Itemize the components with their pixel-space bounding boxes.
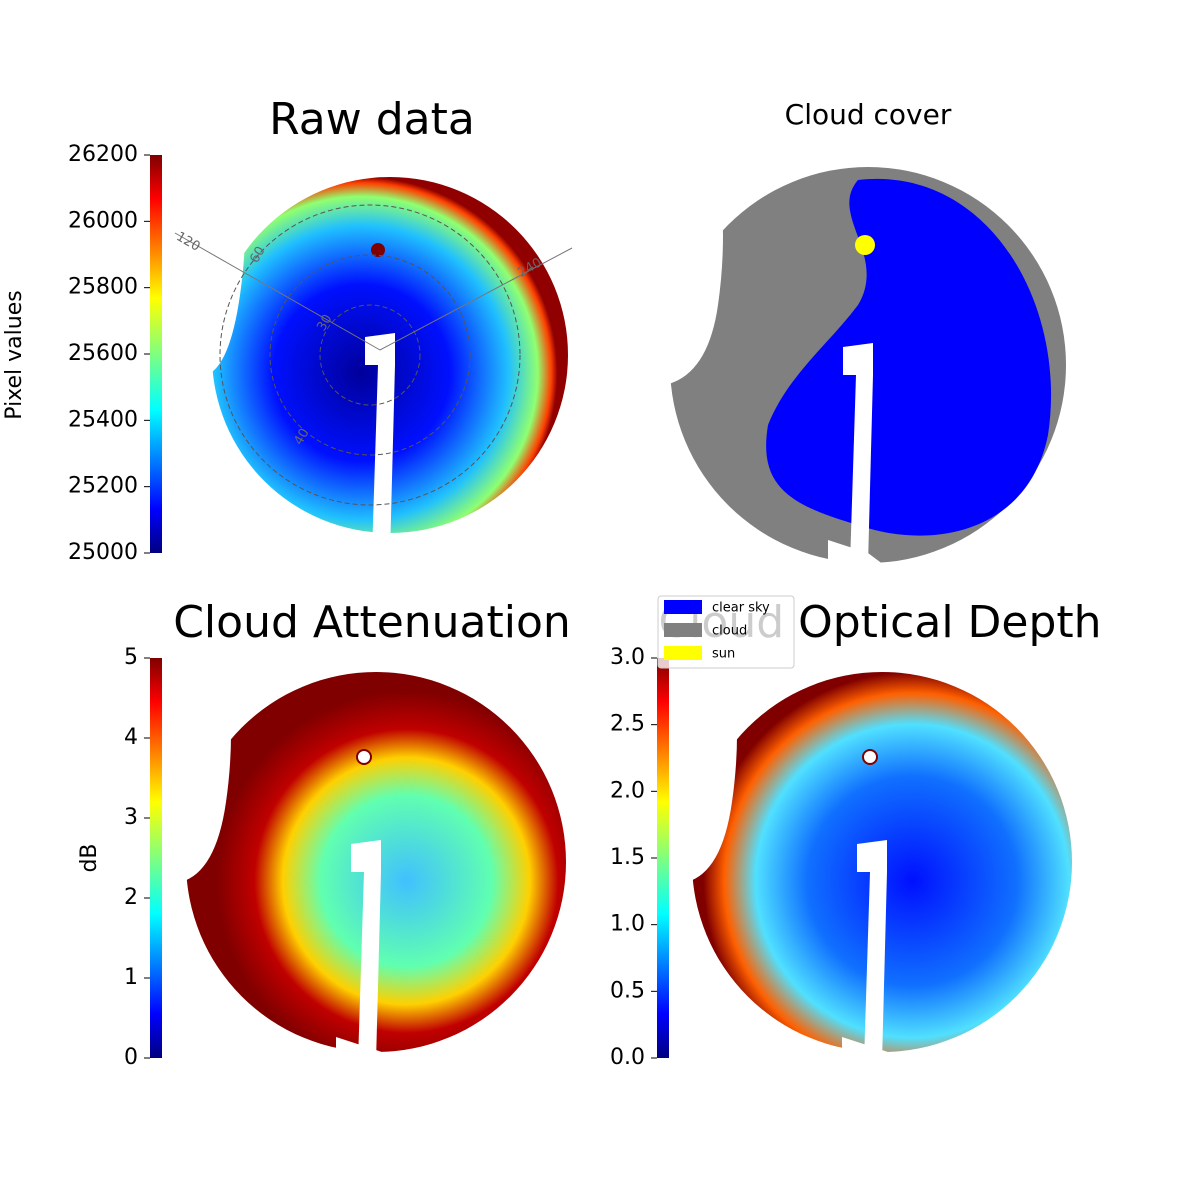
legend-label: clear sky	[712, 601, 770, 616]
sky-image	[665, 167, 1066, 568]
colorbar-tick-label: 1	[124, 965, 138, 990]
legend-swatch	[664, 600, 702, 614]
panel-title: Cloud cover	[785, 98, 952, 131]
polar-grid	[319, 304, 421, 406]
image-bottom-cut	[350, 530, 410, 543]
colorbar-tick-label: 26000	[68, 208, 138, 233]
colorbar-tick-label: 0.5	[610, 978, 645, 1003]
mast-shadow	[351, 840, 381, 1062]
colorbar-tick-label: 25000	[68, 540, 138, 565]
colorbar-tick-label: 1.0	[610, 912, 645, 937]
colorbar-tick-label: 3	[124, 805, 138, 830]
panel-title: Raw data	[269, 94, 475, 145]
colorbar-label: Pixel values	[2, 290, 27, 419]
sun-marker	[356, 749, 372, 765]
sky-image	[687, 672, 1072, 1062]
colorbar	[150, 155, 162, 553]
mast-shadow	[365, 333, 395, 555]
colorbar-tick-label: 25200	[68, 474, 138, 499]
colorbar-tick-label: 0.0	[610, 1045, 645, 1070]
colorbar-tick-label: 25600	[68, 341, 138, 366]
polar-label: 40	[291, 426, 312, 448]
image-notch	[207, 177, 245, 375]
colorbar-tick-label: 25800	[68, 275, 138, 300]
colorbar-tick-label: 4	[124, 725, 138, 750]
image-notch	[665, 167, 723, 385]
legend: clear sky cloud sun	[657, 595, 795, 669]
colorbar-tick-label: 2.0	[610, 778, 645, 803]
colorbar-label: dB	[77, 843, 102, 872]
colorbar-tick-label: 26200	[68, 142, 138, 167]
polar-grid	[219, 204, 521, 506]
sky-image	[181, 672, 566, 1062]
clear-sky-region	[766, 178, 1052, 536]
legend-swatch	[664, 646, 702, 660]
sun-marker	[371, 243, 385, 257]
image-notch	[181, 672, 231, 882]
mast-shadow	[843, 343, 873, 565]
image-notch	[687, 672, 737, 882]
panel-title: Cloud Attenuation	[173, 597, 571, 648]
polar-axis	[174, 232, 381, 351]
mast-shadow	[857, 840, 887, 1062]
colorbar-tick-label: 3.0	[610, 645, 645, 670]
legend-label: sun	[712, 647, 735, 662]
polar-grid	[269, 254, 471, 456]
polar-label: 120	[173, 229, 202, 254]
colorbar	[150, 658, 162, 1058]
polar-label: 60	[247, 244, 268, 266]
colorbar-tick-label: 25400	[68, 407, 138, 432]
sky-image	[174, 177, 573, 555]
polar-label: 30	[314, 312, 335, 334]
legend-swatch	[664, 623, 702, 637]
colorbar-tick-label: 2.5	[610, 712, 645, 737]
colorbar-tick-label: 1.5	[610, 845, 645, 870]
sun-marker	[855, 235, 875, 255]
legend-label: cloud	[712, 624, 747, 639]
colorbar-tick-label: 0	[124, 1045, 138, 1070]
polar-axis	[379, 247, 573, 351]
colorbar	[657, 658, 669, 1058]
colorbar-tick-label: 2	[124, 885, 138, 910]
colorbar-tick-label: 5	[124, 645, 138, 670]
sun-marker	[862, 749, 878, 765]
